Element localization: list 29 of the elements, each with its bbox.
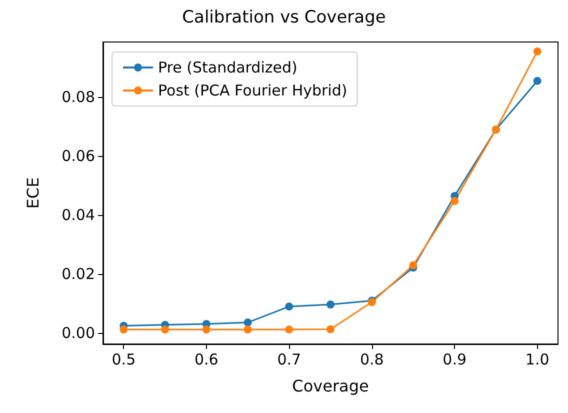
y-tick-label: 0.02 — [62, 265, 95, 284]
legend-label: Post (PCA Fourier Hybrid) — [158, 82, 348, 100]
point — [202, 326, 210, 334]
legend-label: Pre (Standardized) — [158, 58, 298, 76]
point — [326, 300, 334, 308]
x-tick-label: 1.0 — [525, 350, 550, 368]
y-tick-label: 0.00 — [62, 324, 95, 342]
point — [533, 47, 542, 56]
point — [450, 196, 459, 205]
x-tick-label: 0.8 — [360, 350, 384, 368]
y-tick-label: 0.04 — [62, 206, 95, 224]
y-tick-label: 0.08 — [62, 88, 95, 106]
point — [285, 302, 294, 311]
point — [120, 326, 128, 334]
point — [326, 325, 334, 334]
point — [244, 318, 252, 326]
chart-title: Calibration vs Coverage — [182, 8, 386, 28]
x-tick-label: 0.7 — [277, 350, 302, 368]
point — [161, 326, 170, 334]
point — [409, 261, 418, 270]
x-axis-title: Coverage — [292, 376, 369, 396]
x-tick-label: 0.6 — [194, 350, 218, 368]
y-axis-title: ECE — [24, 177, 42, 209]
point — [533, 76, 542, 85]
x-tick-label: 0.9 — [442, 350, 467, 368]
y-tick-label: 0.06 — [62, 147, 95, 166]
point — [244, 326, 252, 334]
x-tick-label: 0.5 — [112, 350, 136, 368]
point — [285, 326, 294, 334]
